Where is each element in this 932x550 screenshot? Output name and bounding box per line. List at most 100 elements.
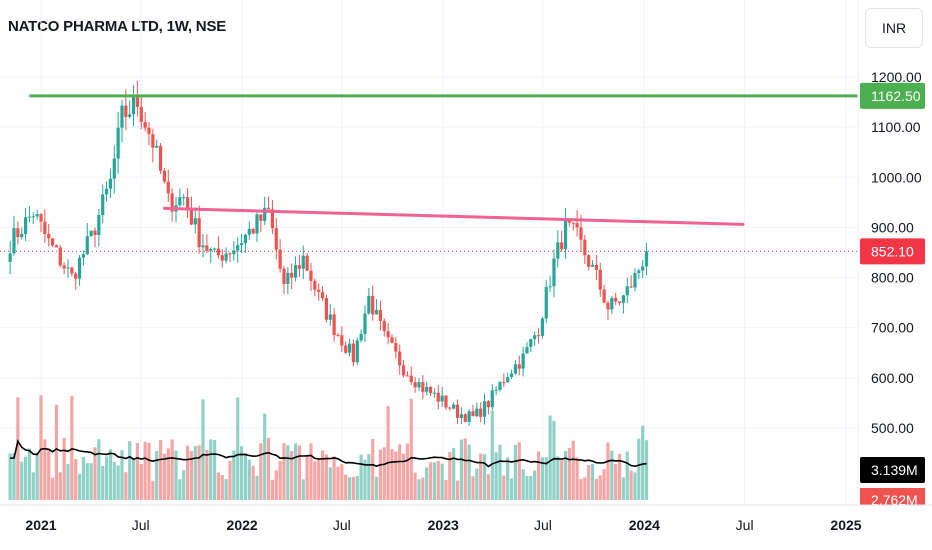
candle-body xyxy=(637,270,641,274)
candle-body xyxy=(216,248,221,256)
volume-bar xyxy=(274,470,278,500)
candle-body xyxy=(220,255,224,261)
volume-bar xyxy=(583,477,587,500)
volume-bar xyxy=(120,450,124,500)
candle-body xyxy=(193,218,197,225)
candle-body xyxy=(124,105,128,117)
candle-body xyxy=(583,239,587,256)
candle-body xyxy=(371,295,375,315)
candle-body xyxy=(120,105,124,128)
candle-body xyxy=(382,320,386,332)
candle-body xyxy=(39,214,43,222)
x-tick-label: Jul xyxy=(333,517,351,533)
volume-bar xyxy=(305,455,309,500)
candle-body xyxy=(598,269,602,290)
candle-body xyxy=(212,248,217,250)
candle-body xyxy=(263,207,267,221)
candle-body xyxy=(255,214,259,234)
volume-bar xyxy=(463,438,467,500)
volume-bar xyxy=(359,454,363,500)
volume-bar xyxy=(320,450,325,500)
volume-bars xyxy=(8,395,649,500)
candle-body xyxy=(506,377,510,383)
candle-body xyxy=(143,121,147,128)
level-price-badge-bg xyxy=(860,82,925,109)
level-price-badge-text: 1162.50 xyxy=(871,88,921,104)
volume-bar xyxy=(336,466,340,500)
volume-bar xyxy=(521,469,525,500)
candle-body xyxy=(205,245,209,251)
candle-body xyxy=(20,233,24,238)
candle-body xyxy=(452,404,456,409)
candle-body xyxy=(540,318,545,336)
volume-bar xyxy=(363,459,367,500)
volume-bar xyxy=(39,395,43,500)
candle-body xyxy=(641,266,645,271)
candle-body xyxy=(409,375,413,383)
candle-body xyxy=(355,340,359,363)
volume-bar xyxy=(328,467,332,500)
volume-bar xyxy=(633,472,637,500)
candle-body xyxy=(629,286,633,288)
currency-button[interactable]: INR xyxy=(865,8,923,48)
candle-body xyxy=(413,382,417,388)
volume-bar xyxy=(77,473,82,500)
volume-bar xyxy=(606,442,610,500)
volume-bar xyxy=(587,465,591,500)
volume-bar xyxy=(166,448,170,500)
candle-body xyxy=(602,289,606,303)
candle-body xyxy=(363,313,367,334)
candle-body xyxy=(544,287,548,319)
x-tick-label: 2024 xyxy=(629,517,660,533)
volume-bar xyxy=(131,457,136,500)
volume-bar xyxy=(374,476,379,500)
volume-bar xyxy=(70,395,74,500)
candle-body xyxy=(367,295,371,314)
candle-body xyxy=(104,188,109,195)
volume-bar xyxy=(170,439,174,500)
candle-body xyxy=(440,395,444,402)
candle-body xyxy=(158,145,163,171)
candle-body xyxy=(197,218,201,248)
x-tick-label: Jul xyxy=(534,517,552,533)
candle-body xyxy=(594,264,599,270)
candle-body xyxy=(490,390,494,408)
candle-body xyxy=(421,382,425,392)
volume-bar xyxy=(31,472,35,500)
volume-bar xyxy=(351,476,356,500)
volume-bar xyxy=(185,445,190,500)
candle-body xyxy=(614,297,618,302)
volume-bar xyxy=(425,467,429,500)
volume-bar xyxy=(367,453,371,500)
volume-bar xyxy=(151,481,155,500)
volume-bar xyxy=(409,398,413,500)
last-price-badge-text: 852.10 xyxy=(871,243,914,259)
candle-body xyxy=(170,193,174,212)
volume-bar xyxy=(128,441,132,500)
candle-body xyxy=(35,214,39,217)
level-price-badge: 1162.50 xyxy=(860,82,925,109)
y-axis: 1200.00 1100.00 1000.00 900.00 800.00 700.00 6… xyxy=(871,69,922,436)
volume-bar xyxy=(556,456,560,500)
candle-body xyxy=(625,286,629,296)
candle-body xyxy=(517,364,521,369)
volume-bar xyxy=(135,443,140,500)
candle-body xyxy=(101,194,105,216)
candle-body xyxy=(556,242,560,259)
volume-bar xyxy=(390,449,394,500)
volume-bar xyxy=(378,449,383,500)
candle-body xyxy=(571,222,575,224)
volume-bar xyxy=(517,442,521,500)
x-tick-label: 2023 xyxy=(428,517,459,533)
volume-bar xyxy=(182,470,186,500)
candle-body xyxy=(270,209,275,229)
candle-body xyxy=(247,228,251,235)
candle-body xyxy=(374,310,379,315)
volume-bar xyxy=(579,478,583,500)
candle-body xyxy=(405,375,410,377)
candle-body xyxy=(340,335,344,346)
volume-ma-badge-text: 3.139M xyxy=(871,462,918,478)
volume-bar xyxy=(567,448,572,500)
